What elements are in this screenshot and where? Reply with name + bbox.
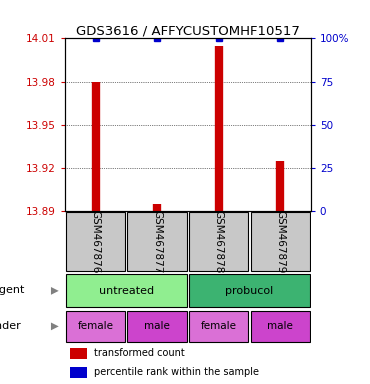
Bar	[128, 212, 186, 271]
Text: female: female	[77, 321, 114, 331]
Bar	[66, 275, 186, 307]
Text: gender: gender	[0, 321, 21, 331]
Text: GSM467876: GSM467876	[91, 210, 101, 274]
Bar	[66, 311, 125, 342]
Text: GSM467877: GSM467877	[152, 210, 162, 274]
Text: male: male	[144, 321, 170, 331]
Text: transformed count: transformed count	[94, 348, 185, 358]
Text: untreated: untreated	[99, 286, 154, 296]
Text: agent: agent	[0, 285, 24, 295]
Text: female: female	[201, 321, 236, 331]
Title: GDS3616 / AFFYCUSTOMHF10517: GDS3616 / AFFYCUSTOMHF10517	[76, 24, 300, 37]
Bar	[189, 212, 248, 271]
Bar	[70, 348, 87, 359]
Bar	[70, 367, 87, 378]
Text: percentile rank within the sample: percentile rank within the sample	[94, 367, 259, 377]
Text: probucol: probucol	[225, 286, 273, 296]
Text: GSM467878: GSM467878	[213, 210, 223, 274]
Bar	[250, 212, 310, 271]
Bar	[66, 212, 125, 271]
Text: GSM467879: GSM467879	[275, 210, 285, 274]
Bar	[189, 275, 310, 307]
Bar	[250, 311, 310, 342]
Text: male: male	[267, 321, 293, 331]
Bar	[128, 311, 186, 342]
Bar	[189, 311, 248, 342]
